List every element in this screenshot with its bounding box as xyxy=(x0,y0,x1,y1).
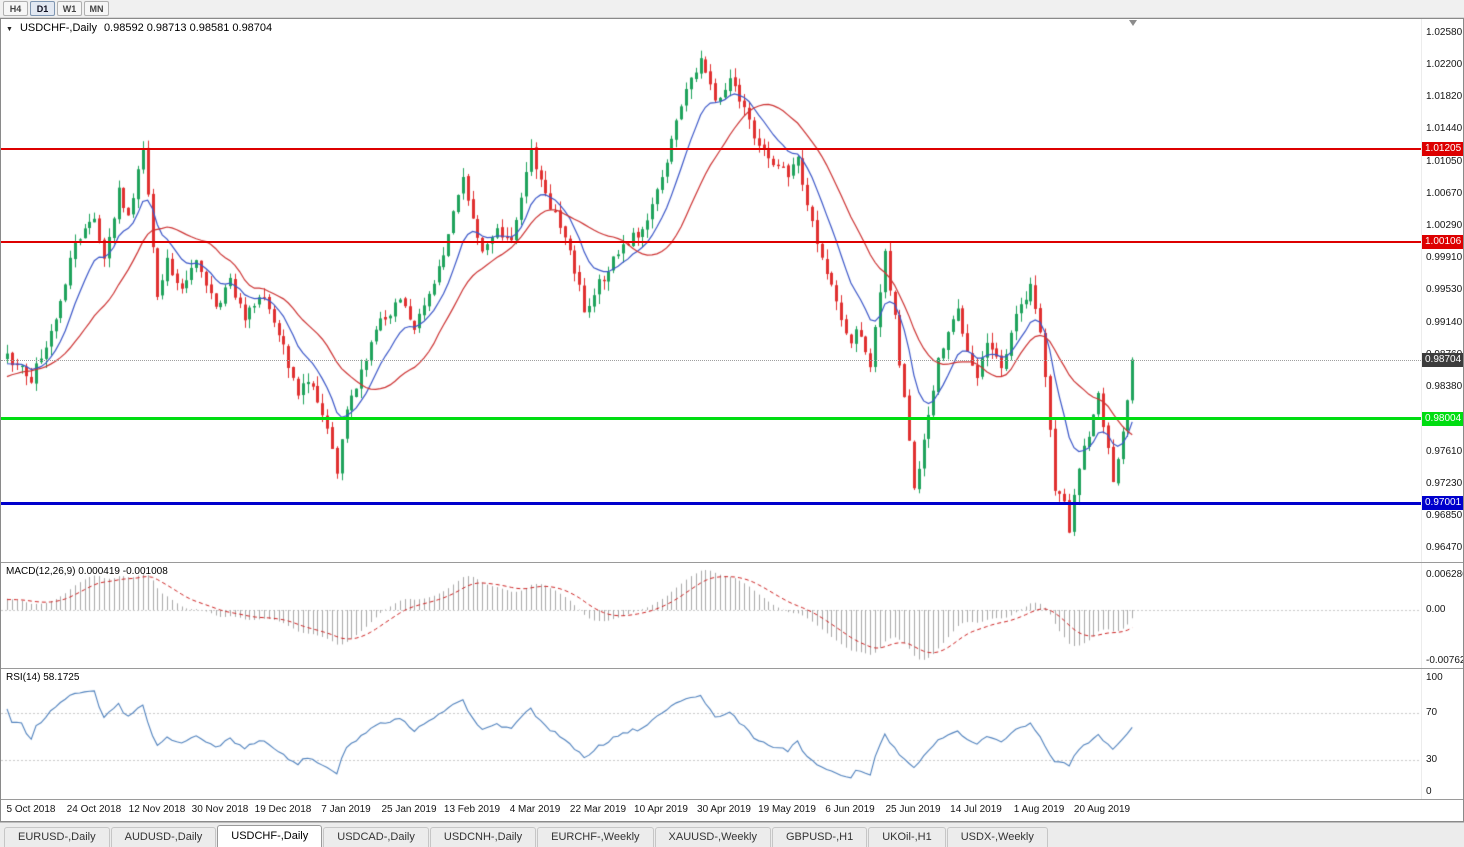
price-pane[interactable]: ▼ USDCHF-,Daily 0.98592 0.98713 0.98581 … xyxy=(1,19,1421,562)
price-axis-label: 1.02580 xyxy=(1426,27,1463,38)
time-axis-label: 6 Jun 2019 xyxy=(825,804,875,815)
chart-tab-eurchf-weekly[interactable]: EURCHF-,Weekly xyxy=(537,827,654,847)
price-axis-label: 1.00290 xyxy=(1426,220,1463,231)
price-axis-label: 0.97230 xyxy=(1426,477,1463,489)
price-chart-canvas[interactable] xyxy=(1,19,1421,562)
chart-window: ▼ USDCHF-,Daily 0.98592 0.98713 0.98581 … xyxy=(0,18,1464,822)
rsi-label: RSI(14) 58.1725 xyxy=(6,672,80,683)
macd-axis: 0.006286 0.00 -0.00762 xyxy=(1421,563,1463,668)
time-axis-label: 12 Nov 2018 xyxy=(128,804,186,815)
horizontal-line-0.98004[interactable] xyxy=(1,417,1421,421)
rsi-axis-label: 30 xyxy=(1426,753,1438,765)
chart-tab-xauusd-weekly[interactable]: XAUUSD-,Weekly xyxy=(654,827,771,847)
price-axis-label: 1.00670 xyxy=(1426,187,1463,199)
time-axis-label: 24 Oct 2018 xyxy=(66,804,122,815)
symbol-dropdown-icon[interactable]: ▼ xyxy=(6,25,13,33)
chart-tab-ukoil-h1[interactable]: UKOil-,H1 xyxy=(868,827,946,847)
price-axis-label: 0.98380 xyxy=(1426,380,1463,392)
current-price-line xyxy=(1,359,1421,361)
rsi-axis: 100 70 30 0 xyxy=(1421,669,1463,799)
price-axis-label: 0.99530 xyxy=(1426,284,1463,296)
rsi-axis-label: 0 xyxy=(1426,786,1432,797)
pane-separator xyxy=(1,799,1463,800)
time-axis-label: 7 Jan 2019 xyxy=(321,804,371,815)
price-axis-label: 1.02200 xyxy=(1426,59,1463,71)
timeframe-toolbar: H4 D1 W1 MN xyxy=(0,0,1464,18)
current-price-badge: 0.98704 xyxy=(1422,352,1463,367)
chart-tab-gbpusd-h1[interactable]: GBPUSD-,H1 xyxy=(771,827,868,847)
macd-axis-label: 0.00 xyxy=(1426,604,1446,615)
chart-tab-usdchf-daily[interactable]: USDCHF-,Daily xyxy=(217,825,323,847)
chart-header: ▼ USDCHF-,Daily 0.98592 0.98713 0.98581 … xyxy=(6,22,272,34)
time-axis-label: 20 Aug 2019 xyxy=(1073,804,1131,815)
rsi-pane[interactable]: RSI(14) 58.1725 xyxy=(1,669,1421,799)
timeframe-d1-button[interactable]: D1 xyxy=(30,1,55,16)
time-axis[interactable]: 5 Oct 2018 24 Oct 2018 12 Nov 2018 30 Nov 2… xyxy=(1,800,1463,821)
rsi-axis-label: 70 xyxy=(1426,707,1438,719)
horizontal-line-1.00106[interactable] xyxy=(1,240,1421,243)
price-axis-label: 1.01440 xyxy=(1426,123,1463,135)
time-axis-label: 22 Mar 2019 xyxy=(569,804,627,815)
timeframe-h4-button[interactable]: H4 xyxy=(3,1,28,16)
symbol-title: USDCHF-,Daily xyxy=(19,22,97,34)
price-axis-label: 0.97610 xyxy=(1426,445,1463,457)
horizontal-line-0.97001[interactable] xyxy=(1,501,1421,505)
timeframe-mn-button[interactable]: MN xyxy=(84,1,109,16)
macd-label: MACD(12,26,9) 0.000419 -0.001008 xyxy=(6,566,168,577)
rsi-chart-canvas[interactable] xyxy=(1,669,1421,799)
macd-pane[interactable]: MACD(12,26,9) 0.000419 -0.001008 xyxy=(1,563,1421,668)
horizontal-line-1.01205[interactable] xyxy=(1,147,1421,150)
time-axis-label: 25 Jan 2019 xyxy=(381,804,437,815)
price-axis-label: 0.96470 xyxy=(1426,541,1463,553)
chart-tab-eurusd-daily[interactable]: EURUSD-,Daily xyxy=(4,827,110,847)
chart-tab-audusd-daily[interactable]: AUDUSD-,Daily xyxy=(110,827,217,847)
price-axis-label: 1.01050 xyxy=(1426,155,1463,167)
time-axis-label: 4 Mar 2019 xyxy=(509,804,561,815)
time-axis-label: 14 Jul 2019 xyxy=(950,804,1002,815)
time-axis-label: 19 May 2019 xyxy=(758,804,816,815)
chart-tab-usdcnh-daily[interactable]: USDCNH-,Daily xyxy=(429,827,537,847)
rsi-axis-label: 100 xyxy=(1426,672,1443,683)
price-axis[interactable]: 1.02580 1.02200 1.01820 1.01440 1.01050 1.006… xyxy=(1421,19,1463,562)
ohlc-values: 0.98592 0.98713 0.98581 0.98704 xyxy=(103,22,273,34)
macd-axis-label: -0.00762 xyxy=(1426,655,1463,666)
pane-separator[interactable] xyxy=(1,668,1463,669)
time-axis-label: 25 Jun 2019 xyxy=(885,804,941,815)
price-axis-label: 1.01820 xyxy=(1426,91,1463,103)
chart-shift-marker[interactable] xyxy=(1129,20,1137,26)
timeframe-w1-button[interactable]: W1 xyxy=(57,1,82,16)
pane-separator[interactable] xyxy=(1,562,1463,563)
hline-price-badge: 0.98004 xyxy=(1422,411,1463,426)
time-axis-label: 30 Apr 2019 xyxy=(697,804,751,815)
macd-axis-label: 0.006286 xyxy=(1426,569,1463,580)
time-axis-label: 13 Feb 2019 xyxy=(443,804,501,815)
time-axis-label: 19 Dec 2018 xyxy=(254,804,312,815)
hline-price-badge: 0.97001 xyxy=(1422,496,1463,511)
macd-chart-canvas[interactable] xyxy=(1,563,1421,668)
price-axis-label: 0.99910 xyxy=(1426,252,1463,264)
price-axis-label: 0.99140 xyxy=(1426,316,1463,328)
chart-tab-bar: EURUSD-,Daily AUDUSD-,Daily USDCHF-,Daily U… xyxy=(0,822,1464,847)
chart-tab-usdcad-daily[interactable]: USDCAD-,Daily xyxy=(323,827,429,847)
price-axis-label: 0.96850 xyxy=(1426,509,1463,521)
hline-price-badge: 1.01205 xyxy=(1422,141,1463,156)
time-axis-label: 5 Oct 2018 xyxy=(6,804,56,815)
chart-tab-usdx-weekly[interactable]: USDX-,Weekly xyxy=(946,827,1048,847)
hline-price-badge: 1.00106 xyxy=(1422,234,1463,249)
time-axis-label: 10 Apr 2019 xyxy=(634,804,688,815)
time-axis-label: 1 Aug 2019 xyxy=(1013,804,1065,815)
time-axis-label: 30 Nov 2018 xyxy=(191,804,249,815)
